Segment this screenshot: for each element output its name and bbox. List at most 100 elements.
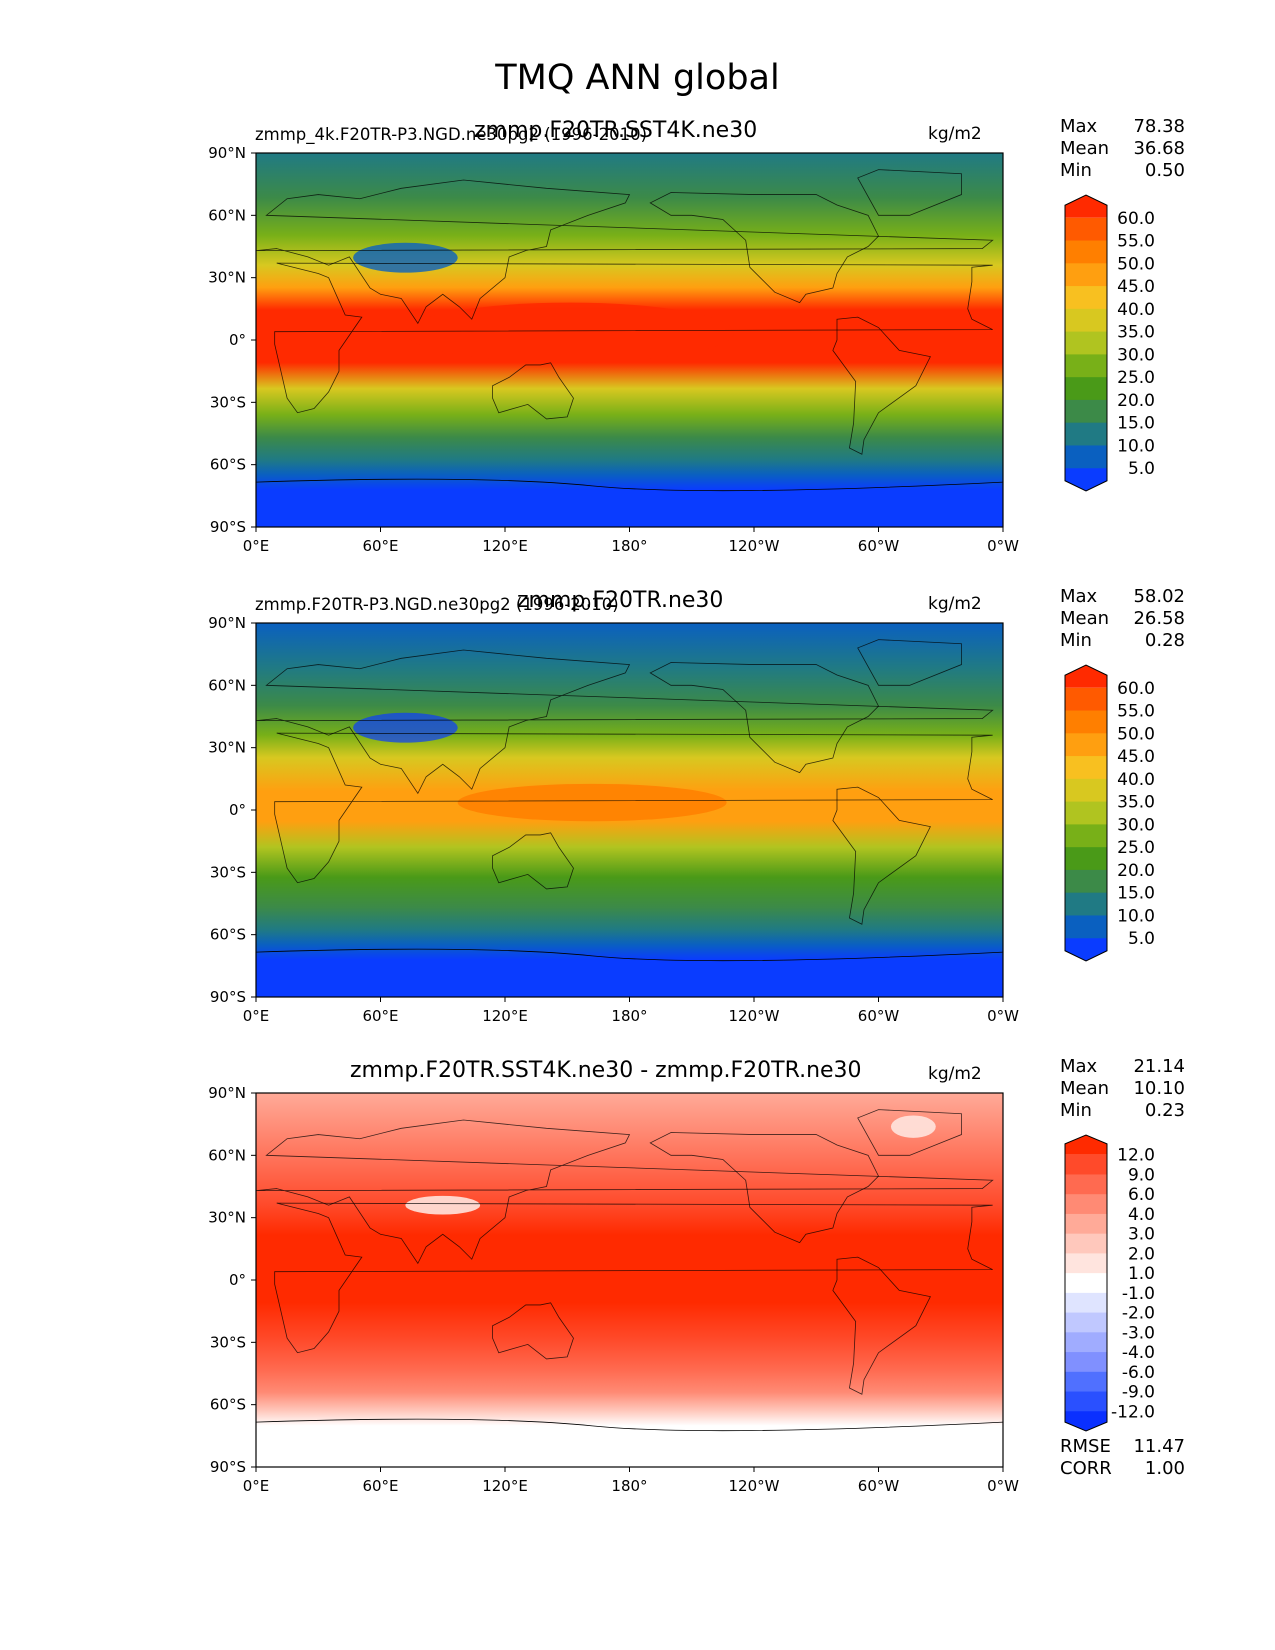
antarctica-coastline [255,1418,1004,1432]
lat-tick-label: 30°S [210,393,246,411]
colorbar-segment [1065,847,1107,871]
coastline [649,1132,879,1244]
colorbar-tick-label: 25.0 [1117,838,1155,858]
antarctica-coastline [255,948,1004,962]
lon-tick-label: 120°E [482,537,528,555]
colorbar-segment [1065,1194,1107,1215]
colorbar-segment [1065,217,1107,242]
antarctica-coastline [255,478,1004,492]
lon-tick-label: 0°W [987,537,1019,555]
lon-tick-label: 0°E [243,1477,270,1495]
colorbar-tick-label: 2.0 [1128,1244,1155,1264]
colorbar-segment [1065,1312,1107,1333]
colorbar-segment [1065,445,1107,469]
colorbar-segment [1065,1213,1107,1235]
colorbar-segment [1065,240,1107,264]
colorbar-segment [1065,1233,1107,1254]
coastline [832,316,931,455]
stats-box: Max 58.02 Mean 26.58 Min 0.28 [1060,586,1185,651]
colorbar-tick-label: 50.0 [1117,254,1155,274]
colorbar-tick-label: 4.0 [1128,1205,1155,1225]
lat-tick-label: 90°N [208,614,246,632]
lon-tick-label: 60°E [362,1477,398,1495]
figure-title: TMQ ANN global [495,58,780,98]
lon-tick-label: 60°W [858,1007,900,1025]
colorbar-tick-label: 1.0 [1128,1264,1155,1284]
panel-main-title: zmmp.F20TR.SST4K.ne30 [474,118,758,143]
colorbar-segment [1065,1253,1107,1274]
colorbar-segment [1065,263,1107,287]
lat-tick-label: 90°S [210,518,246,536]
colorbar-tick-label: -9.0 [1122,1383,1155,1403]
lat-tick-label: 60°N [208,206,246,224]
colorbar-segment [1065,1391,1107,1412]
colorbar-segment [1065,377,1107,401]
colorbar-tick-label: 60.0 [1117,209,1155,229]
lat-tick-label: 30°S [210,863,246,881]
colorbar-tick-label: 30.0 [1117,815,1155,835]
colorbar-segment [1065,286,1107,310]
colorbar-segment [1065,892,1107,916]
coastline [832,786,931,925]
colorbar-segment [1065,778,1107,803]
lon-tick-label: 0°E [243,1007,270,1025]
coastline [492,1302,574,1360]
colorbar-tick-label: 20.0 [1117,391,1155,411]
colorbar-extend-bottom [1065,1411,1107,1431]
panel-small-title: zmmp_4k.F20TR-P3.NGD.ne30pg2 (1996-2010) [255,125,648,144]
colorbar-tick-label: 20.0 [1117,861,1155,881]
lon-tick-label: 60°W [858,1477,900,1495]
colorbar-segment [1065,1174,1107,1195]
colorbar-tick-label: 45.0 [1117,747,1155,767]
coastline [492,832,574,890]
colorbar-tick-label: 40.0 [1117,300,1155,320]
map-field [256,1093,1003,1467]
colorbar-segment [1065,331,1107,355]
lon-tick-label: 60°E [362,537,398,555]
colorbar-tick-label: 60.0 [1117,679,1155,699]
colorbar-segment [1065,915,1107,939]
colorbar-tick-label: 5.0 [1128,459,1155,479]
colorbar-extend-bottom [1065,938,1107,961]
tibet-dry-region [353,712,458,743]
coastline [255,649,994,795]
coastline [274,732,993,884]
colorbar-tick-label: 50.0 [1117,724,1155,744]
colorbar-tick-label: -3.0 [1122,1323,1155,1343]
coastline [492,362,574,420]
lon-tick-label: 120°W [729,1007,780,1025]
lat-tick-label: 0° [229,1271,246,1289]
lat-tick-label: 60°N [208,1146,246,1164]
lat-tick-label: 60°N [208,676,246,694]
colorbar-segment [1065,733,1107,757]
stats-box: Max 21.14 Mean 10.10 Min 0.23 [1060,1056,1185,1121]
colorbar-tick-label: -1.0 [1122,1284,1155,1304]
lat-tick-label: 30°S [210,1333,246,1351]
colorbar-segment [1065,824,1107,848]
colorbar-outline [1064,1134,1108,1432]
lon-tick-label: 0°W [987,1007,1019,1025]
lon-tick-label: 180° [611,537,647,555]
colorbar-segment [1065,308,1107,333]
units-label: kg/m2 [928,124,982,144]
colorbar-tick-label: 25.0 [1117,368,1155,388]
colorbar-tick-label: 55.0 [1117,232,1155,252]
colorbar-tick-label: -12.0 [1111,1402,1155,1422]
colorbar-tick-label: 9.0 [1128,1165,1155,1185]
lat-tick-label: 30°N [208,1209,246,1227]
colorbar-tick-label: 6.0 [1128,1185,1155,1205]
colorbar-segment [1065,869,1107,894]
colorbar-segment [1065,756,1107,780]
tibet-dry-region [353,242,458,273]
panel-diff: zmmp.F20TR.SST4K.ne30 - zmmp.F20TR.ne30 … [0,940,1275,1495]
tibet-anomaly-region [405,1195,481,1215]
error-stats: RMSE 11.47 CORR 1.00 [1060,1436,1185,1479]
colorbar-segment [1065,1292,1107,1314]
colorbar-extend-bottom [1065,468,1107,491]
panel-main-title: zmmp.F20TR.SST4K.ne30 - zmmp.F20TR.ne30 [350,1058,862,1083]
lat-tick-label: 90°S [210,988,246,1006]
lat-tick-label: 90°N [208,144,246,162]
lat-tick-label: 0° [229,331,246,349]
units-label: kg/m2 [928,1064,982,1084]
colorbar-tick-label: -6.0 [1122,1363,1155,1383]
